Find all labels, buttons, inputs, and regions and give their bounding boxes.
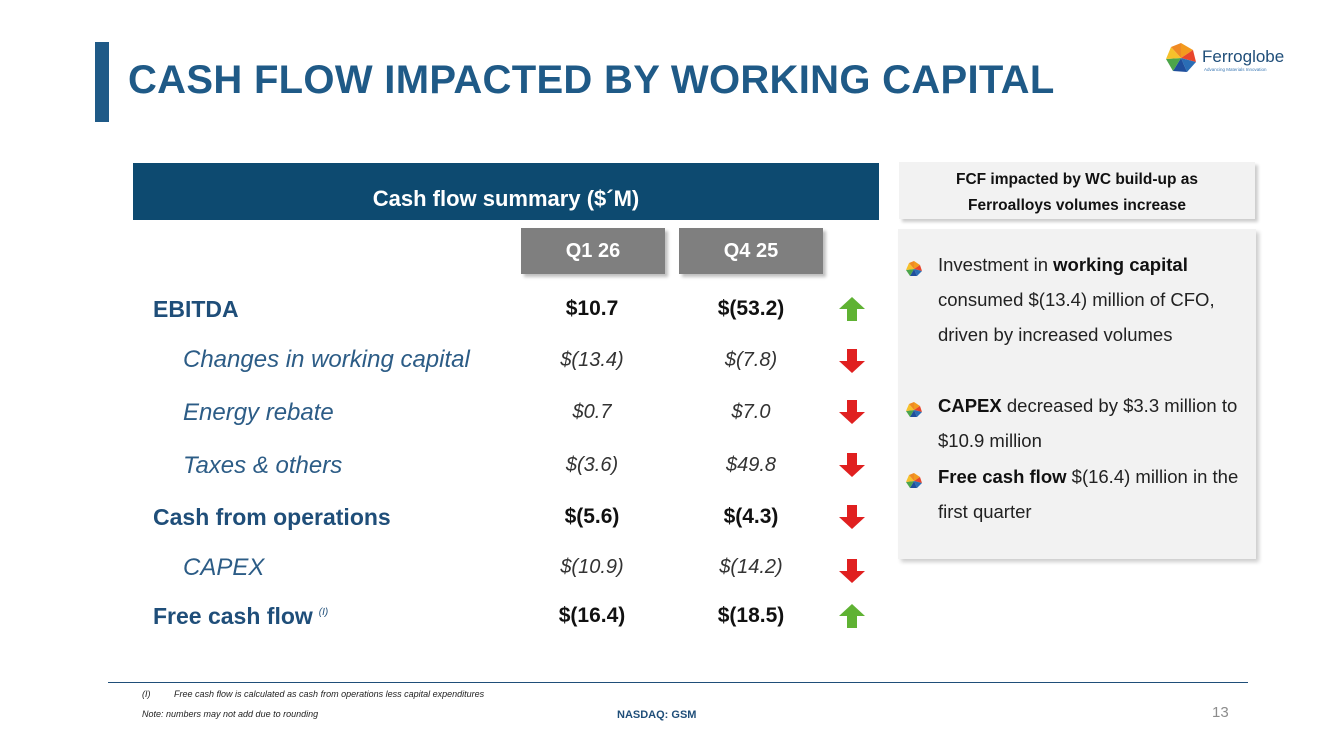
arrow-down-icon xyxy=(839,349,865,373)
arrow-down-icon xyxy=(839,505,865,529)
fcf-commentary-box: Investment in working capital consumed $… xyxy=(898,229,1256,559)
row-label: Cash from operations xyxy=(153,504,391,530)
globe-bullet-icon xyxy=(906,261,922,276)
fcf-header-line2: Ferroalloys volumes increase xyxy=(968,197,1186,214)
row-label-text: Free cash flow xyxy=(153,603,313,629)
commentary-text: Investment in working capital consumed $… xyxy=(938,247,1253,352)
row-value-q1: $(16.4) xyxy=(558,604,626,627)
globe-bullet-icon xyxy=(906,473,922,488)
row-label: EBITDA xyxy=(153,296,239,322)
text-post: $(16.4) million in the first quarter xyxy=(938,466,1239,522)
row-value-q1: $(10.9) xyxy=(560,556,624,578)
summary-row-cash-from-operations: Cash from operations $(5.6) $(4.3) xyxy=(0,500,900,552)
summary-row-energy-rebate: Energy rebate $0.7 $7.0 xyxy=(0,395,900,447)
row-label: Energy rebate xyxy=(183,399,334,426)
column-header-q1-26: Q1 26 xyxy=(521,228,665,274)
summary-row-free-cash-flow: Free cash flow (I) $(16.4) $(18.5) xyxy=(0,600,900,652)
rounding-note: Note: numbers may not add due to roundin… xyxy=(142,709,319,719)
summary-row-ebitda: EBITDA $10.7 $(53.2) xyxy=(0,290,900,342)
text-bold: Free cash flow xyxy=(938,466,1067,487)
ferroglobe-logo-icon xyxy=(1166,43,1196,72)
row-value-q4: $7.0 xyxy=(731,401,771,423)
row-value-q4: $49.8 xyxy=(725,454,777,476)
row-value-q1: $10.7 xyxy=(565,297,619,320)
arrow-down-icon xyxy=(839,400,865,424)
column-header-q4-25: Q4 25 xyxy=(679,228,823,274)
row-value-q4: $(53.2) xyxy=(717,297,785,320)
row-value-q4: $(14.2) xyxy=(719,556,783,578)
footnote-text: Free cash flow is calculated as cash fro… xyxy=(174,689,485,699)
commentary-text: CAPEX decreased by $3.3 million to $10.9… xyxy=(938,388,1253,458)
row-value-q1: $(5.6) xyxy=(564,505,620,528)
row-value-q1: $(13.4) xyxy=(560,349,624,371)
company-logo: Ferroglobe Advancing Materials Innovatio… xyxy=(1165,42,1305,78)
text-post: consumed $(13.4) million of CFO, driven … xyxy=(938,289,1215,345)
arrow-up-icon xyxy=(839,604,865,628)
footnote-marker: (I) xyxy=(318,607,329,619)
slide-title: CASH FLOW IMPACTED BY WORKING CAPITAL xyxy=(128,58,1055,102)
row-value-q4: $(18.5) xyxy=(717,604,785,627)
footnote: (I) Free cash flow is calculated as cash … xyxy=(142,689,484,699)
summary-row-taxes-others: Taxes & others $(3.6) $49.8 xyxy=(0,448,900,500)
arrow-up-icon xyxy=(839,297,865,321)
commentary-text: Free cash flow $(16.4) million in the fi… xyxy=(938,459,1253,529)
arrow-down-icon xyxy=(839,453,865,477)
footer-divider xyxy=(108,682,1248,683)
title-accent-bar xyxy=(95,42,109,122)
row-value-q4: $(7.8) xyxy=(724,349,778,371)
text-pre: Investment in xyxy=(938,254,1054,275)
row-label: CAPEX xyxy=(183,554,265,581)
row-label: Changes in working capital xyxy=(183,346,470,373)
row-value-q1: $(3.6) xyxy=(565,454,619,476)
arrow-down-icon xyxy=(839,559,865,583)
summary-row-capex: CAPEX $(10.9) $(14.2) xyxy=(0,552,900,604)
fcf-commentary-header: FCF impacted by WC build-up as Ferroallo… xyxy=(899,162,1255,219)
fcf-header-line1: FCF impacted by WC build-up as xyxy=(956,171,1198,188)
row-value-q4: $(4.3) xyxy=(723,505,779,528)
logo-tagline: Advancing Materials Innovation xyxy=(1204,67,1267,72)
globe-bullet-icon xyxy=(906,402,922,417)
logo-name: Ferroglobe xyxy=(1202,47,1285,66)
cash-flow-summary-header: Cash flow summary ($´M) xyxy=(133,163,879,220)
stock-ticker: NASDAQ: GSM xyxy=(617,709,697,721)
row-label: Taxes & others xyxy=(183,452,343,479)
page-number: 13 xyxy=(1212,704,1229,721)
summary-row-working-capital: Changes in working capital $(13.4) $(7.8… xyxy=(0,342,900,394)
text-bold: CAPEX xyxy=(938,395,1002,416)
text-bold: working capital xyxy=(1053,254,1188,275)
footnote-number: (I) xyxy=(142,689,151,699)
row-value-q1: $0.7 xyxy=(572,401,612,423)
text-post: decreased by $3.3 million to $10.9 milli… xyxy=(938,395,1238,451)
row-label: Free cash flow (I) xyxy=(153,603,328,630)
